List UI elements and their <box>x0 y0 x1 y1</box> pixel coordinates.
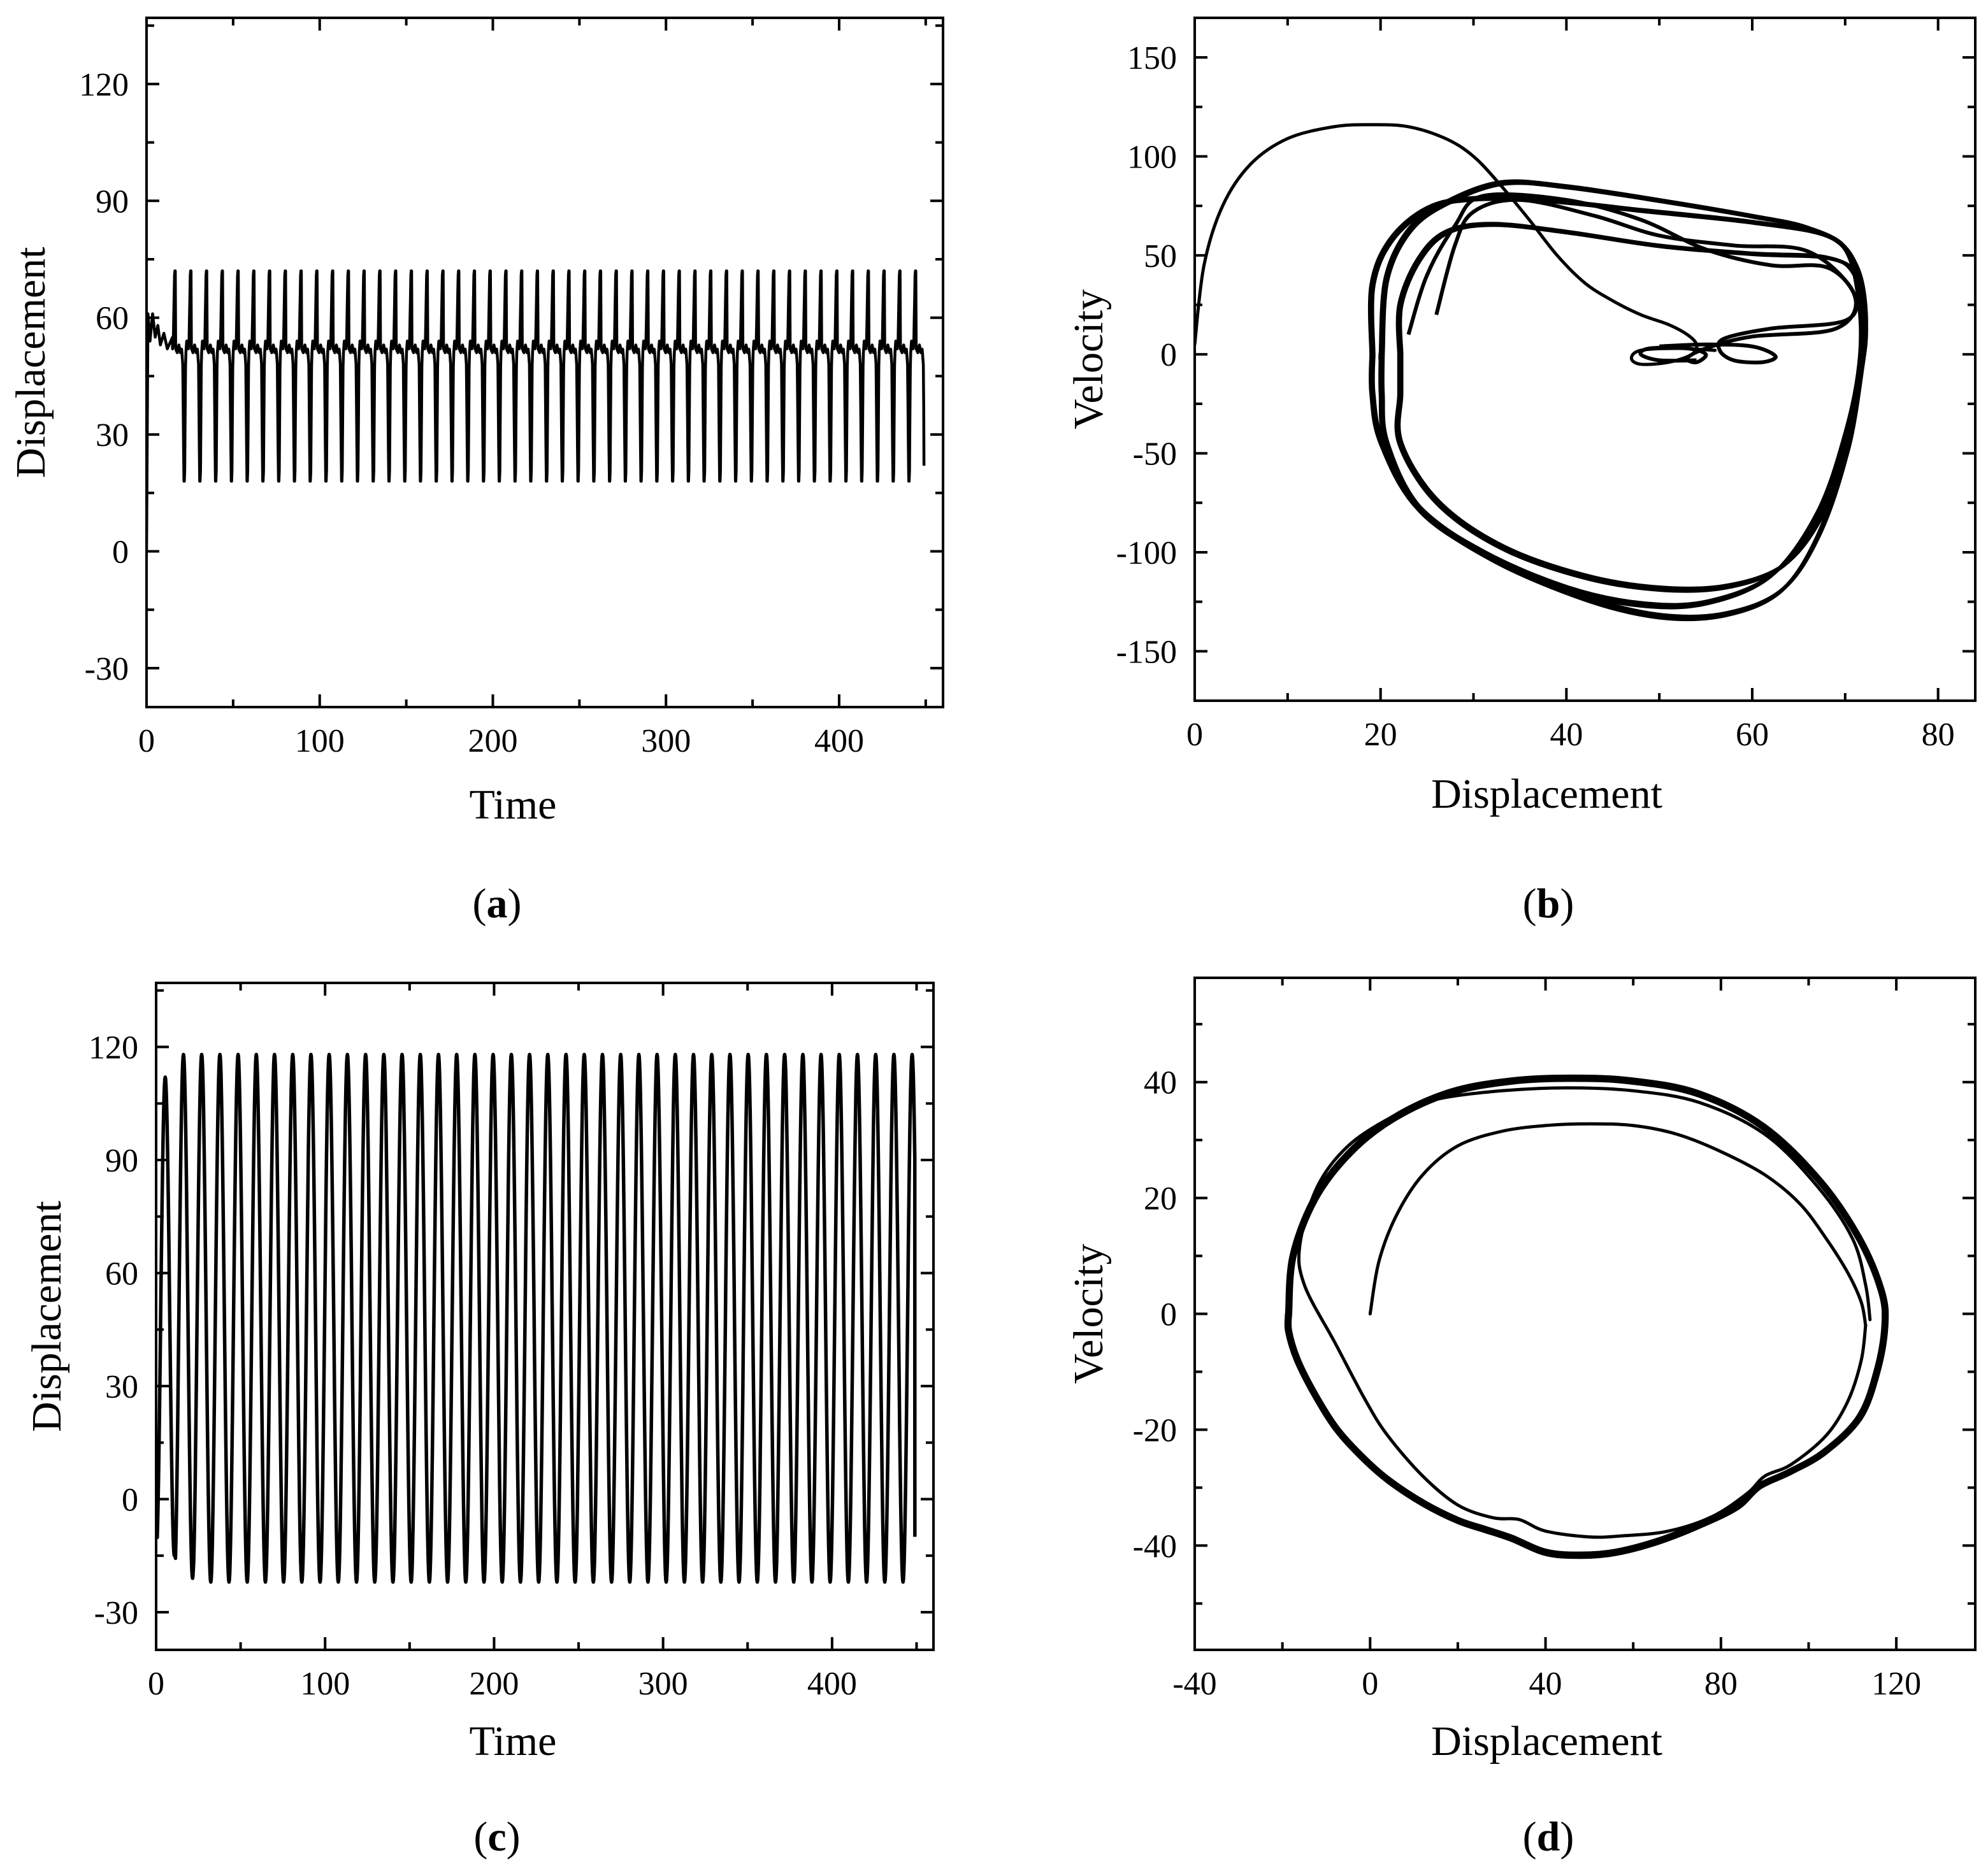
series-transient <box>1368 1122 1868 1328</box>
x-tick-label: -40 <box>1172 1666 1216 1702</box>
y-tick-label: -100 <box>1116 535 1177 571</box>
caption-letter: d <box>1537 1814 1560 1860</box>
y-tick-label: 20 <box>1144 1181 1177 1217</box>
y-tick-label: 100 <box>1127 140 1177 176</box>
x-tick-label: 300 <box>638 1666 688 1702</box>
caption-open-paren: ( <box>1523 880 1537 927</box>
x-tick-label: 40 <box>1529 1666 1562 1702</box>
x-axis-label: Time <box>470 1718 557 1765</box>
plot-frame <box>1193 17 1977 702</box>
y-tick-label: 60 <box>105 1256 138 1292</box>
x-tick-label: 80 <box>1922 717 1955 753</box>
y-tick-label: 0 <box>122 1482 138 1518</box>
y-axis-label: Displacement <box>8 247 54 478</box>
series-limit-cycle-2 <box>1288 1078 1885 1556</box>
y-tick-label: 30 <box>96 417 129 454</box>
caption-close-paren: ) <box>1560 880 1574 927</box>
panel-caption: (c) <box>473 1814 520 1860</box>
x-tick-label: 400 <box>807 1666 857 1702</box>
x-tick-label: 200 <box>468 723 517 759</box>
plot-area <box>1284 1074 1889 1559</box>
panel-d: -40 0 40 80 120 -40 -20 0 20 40 Displacement Veloci… <box>1065 977 1977 1860</box>
plot-area <box>156 1052 917 1584</box>
y-tick-label: 0 <box>112 534 129 570</box>
panel-b: 0 20 40 60 80 -150 -100 -50 0 50 100 150 Displacemen… <box>1065 17 1977 927</box>
x-tick-label: 200 <box>469 1666 519 1702</box>
series-attractor-loop-2-1 <box>1380 181 1866 607</box>
x-axis-label: Displacement <box>1431 1718 1662 1765</box>
x-tick-label: 0 <box>138 723 155 759</box>
y-tick-label: 120 <box>89 1030 138 1066</box>
y-tick-label: 0 <box>1160 337 1177 373</box>
y-tick-label: 90 <box>105 1143 138 1179</box>
x-tick-label: 80 <box>1704 1666 1738 1702</box>
plot-area <box>1195 123 1868 622</box>
x-tick-label: 300 <box>641 723 691 759</box>
caption-close-paren: ) <box>1560 1814 1574 1860</box>
y-axis-label: Displacement <box>24 1201 70 1432</box>
caption-letter: c <box>487 1814 506 1860</box>
y-tick-label: -30 <box>85 651 129 687</box>
panel-caption: (d) <box>1523 1814 1574 1860</box>
x-tick-label: 120 <box>1871 1666 1921 1702</box>
y-tick-label: -30 <box>94 1595 138 1631</box>
x-axis-label: Displacement <box>1431 771 1662 817</box>
caption-letter: a <box>487 880 508 927</box>
y-axis-label: Velocity <box>1065 1244 1112 1384</box>
plot-frame <box>155 982 935 1651</box>
caption-close-paren: ) <box>508 880 522 927</box>
caption-open-paren: ( <box>473 1814 487 1860</box>
x-tick-label: 40 <box>1550 717 1583 753</box>
y-tick-label: 40 <box>1144 1065 1177 1101</box>
series-displacement <box>156 1052 917 1584</box>
y-tick-label: 0 <box>1160 1297 1177 1333</box>
panel-caption: (b) <box>1523 880 1574 927</box>
x-tick-label: 400 <box>814 723 864 759</box>
y-tick-label: 50 <box>1144 238 1177 275</box>
series-attractor-loop-2-0 <box>1378 179 1863 610</box>
x-tick-label: 100 <box>300 1666 350 1702</box>
panel-a: 0 100 200 300 400-300306090120TimeDisplaceme… <box>8 17 944 927</box>
plot-frame <box>145 17 944 708</box>
caption-open-paren: ( <box>1523 1814 1537 1860</box>
y-tick-label: 90 <box>96 183 129 220</box>
x-tick-label: 0 <box>1362 1666 1378 1702</box>
plot-area <box>147 269 926 552</box>
y-tick-label: -20 <box>1133 1412 1177 1449</box>
caption-letter: b <box>1537 880 1560 927</box>
series-displacement <box>147 269 926 552</box>
caption-close-paren: ) <box>507 1814 521 1860</box>
caption-open-paren: ( <box>473 880 487 927</box>
x-tick-label: 20 <box>1364 717 1397 753</box>
panel-c: 0 100 200 300 400 -30 0 30 60 90 120 Time Displaceme… <box>24 982 935 1860</box>
x-tick-label: 60 <box>1736 717 1769 753</box>
y-tick-label: -40 <box>1133 1528 1177 1565</box>
y-tick-label: 30 <box>105 1369 138 1405</box>
x-tick-label: 0 <box>1186 717 1203 753</box>
y-axis-label: Velocity <box>1065 289 1112 429</box>
y-tick-label: -50 <box>1133 436 1177 473</box>
series-limit-cycle-0 <box>1284 1074 1889 1559</box>
y-tick-label: 60 <box>96 301 129 337</box>
y-tick-label: -150 <box>1116 634 1177 670</box>
x-tick-label: 0 <box>148 1666 164 1702</box>
series-transient <box>1195 123 1717 366</box>
panel-caption: (a) <box>473 880 522 927</box>
series-attractor-loop-4-0 <box>1434 197 1858 364</box>
y-tick-label: 150 <box>1127 40 1177 76</box>
y-tick-label: 120 <box>79 67 129 103</box>
x-axis-label: Time <box>470 782 557 828</box>
x-tick-label: 100 <box>295 723 345 759</box>
